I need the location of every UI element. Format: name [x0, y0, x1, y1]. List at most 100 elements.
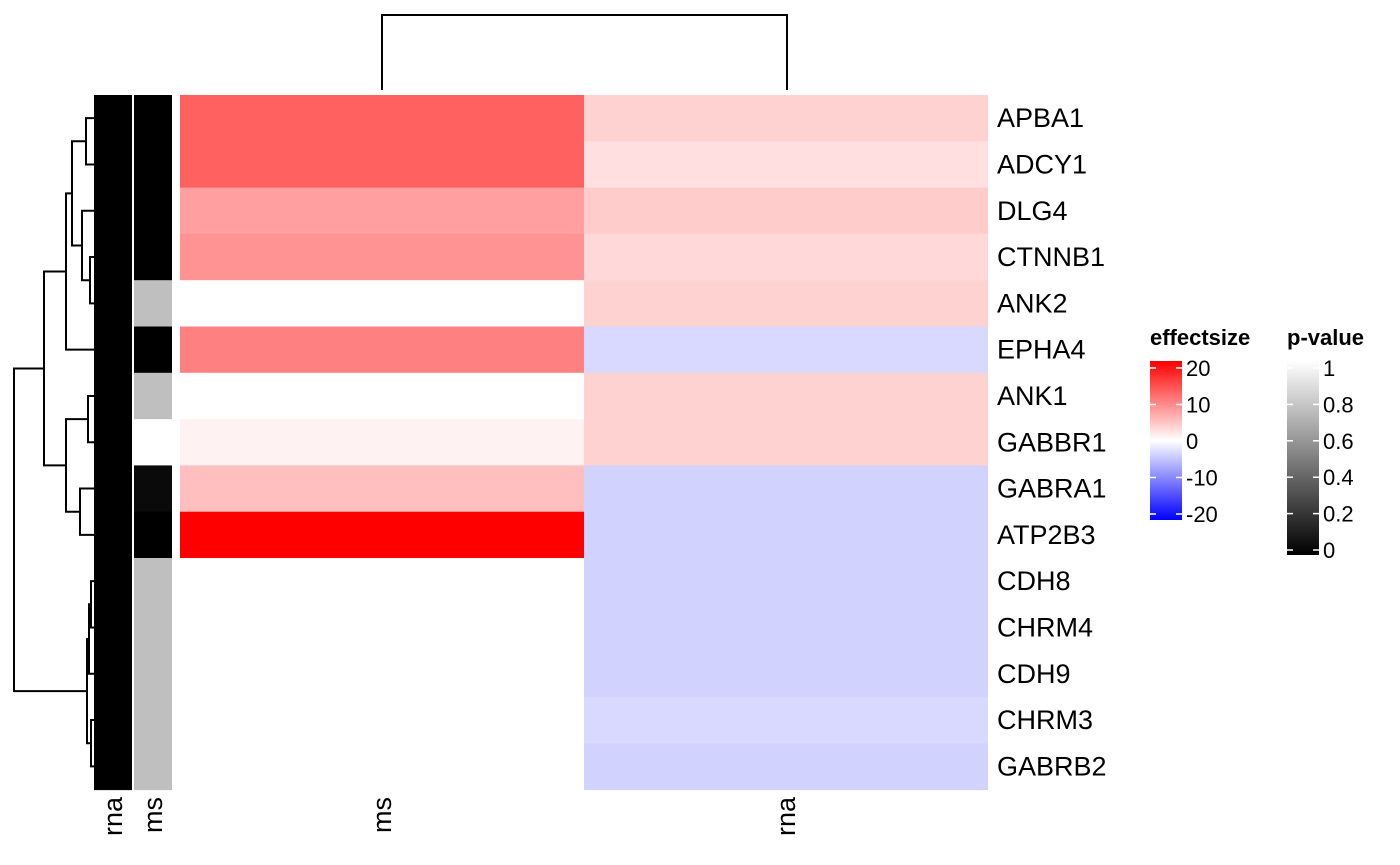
heatmap-cell-ctnnb1-ms — [180, 233, 584, 281]
heatmap-cell-gabbr1-rna — [584, 419, 988, 466]
annotation-cell-apba1-ms — [134, 95, 172, 142]
heatmap-cell-ank2-rna — [584, 280, 988, 328]
annotation-cell-atp2b3-ms — [134, 511, 172, 559]
heatmap-cell-apba1-ms — [180, 95, 584, 142]
column-dendrogram-branch — [381, 14, 788, 90]
effectsize-legend-tick-label: 10 — [1186, 393, 1210, 418]
annotation-cell-cdh8-rna — [94, 558, 132, 605]
annotation-cell-apba1-rna — [94, 95, 132, 142]
row-dendrogram-branch — [43, 270, 66, 467]
row-label-ank2: ANK2 — [997, 288, 1068, 318]
row-dendrogram-branch — [85, 117, 94, 166]
p-value-legend-tick-label: 0.6 — [1323, 429, 1354, 454]
p-value-legend-tick-label: 1 — [1323, 356, 1335, 381]
heatmap-cell-atp2b3-rna — [584, 511, 988, 559]
effectsize-legend-title: effectsize — [1150, 325, 1250, 350]
effectsize-legend: effectsize 20 10 0 -10 -20 — [1150, 325, 1250, 527]
row-label-dlg4: DLG4 — [997, 196, 1068, 226]
annotation-cell-atp2b3-rna — [94, 511, 132, 559]
row-annotation — [94, 95, 172, 791]
annotation-cell-cdh8-ms — [134, 558, 172, 605]
heatmap-cell-chrm4-rna — [584, 604, 988, 652]
annotation-cell-chrm3-rna — [94, 696, 132, 744]
annotation-cell-dlg4-rna — [94, 187, 132, 235]
annotation-cell-ank2-ms — [134, 280, 172, 328]
p-value-legend: p-value 1 0.8 0.6 0.4 0.2 0 — [1287, 325, 1364, 563]
annotation-cell-epha4-ms — [134, 326, 172, 374]
heatmap-body — [180, 95, 988, 791]
heatmap-cell-chrm4-ms — [180, 604, 584, 652]
row-label-ank1: ANK1 — [997, 381, 1068, 411]
p-value-legend-title: p-value — [1287, 325, 1364, 350]
annotation-cell-gabra1-rna — [94, 465, 132, 513]
heatmap-cell-cdh8-rna — [584, 558, 988, 605]
row-dendrogram-branch — [65, 418, 88, 513]
effectsize-legend-tick-label: -10 — [1186, 466, 1218, 491]
annotation-cell-gabra1-ms — [134, 465, 172, 513]
heatmap-cell-gabrb2-ms — [180, 743, 584, 791]
column-label-ms: ms — [367, 797, 397, 833]
annotation-cell-ctnnb1-rna — [94, 233, 132, 281]
effectsize-legend-tick-label: -20 — [1186, 502, 1218, 527]
annotation-cell-adcy1-rna — [94, 141, 132, 189]
p-value-legend-tick-label: 0 — [1323, 538, 1335, 563]
p-value-legend-tick-label: 0.8 — [1323, 392, 1354, 417]
annotation-cell-ank1-rna — [94, 372, 132, 420]
row-label-gabrb2: GABRB2 — [997, 751, 1107, 781]
annotation-cell-cdh9-rna — [94, 650, 132, 698]
annotation-cell-chrm4-ms — [134, 604, 172, 652]
annotation-cell-ank2-rna — [94, 280, 132, 328]
column-labels: rna ms ms rna — [98, 796, 801, 836]
heatmap-cell-adcy1-ms — [180, 141, 584, 189]
heatmap-cell-gabrb2-rna — [584, 743, 988, 791]
annotation-column-label-ms: ms — [138, 797, 168, 833]
heatmap-cell-gabra1-rna — [584, 465, 988, 513]
row-label-chrm3: CHRM3 — [997, 705, 1093, 735]
heatmap-cell-cdh9-rna — [584, 650, 988, 698]
row-label-ctnnb1: CTNNB1 — [997, 242, 1105, 272]
heatmap-cell-ank1-rna — [584, 372, 988, 420]
row-label-gabra1: GABRA1 — [997, 474, 1107, 504]
annotation-cell-gabrb2-ms — [134, 743, 172, 791]
p-value-colorbar — [1287, 361, 1319, 555]
heatmap-cell-adcy1-rna — [584, 141, 988, 189]
annotation-cell-gabbr1-rna — [94, 419, 132, 466]
row-dendrogram-branch — [89, 256, 94, 305]
row-dendrogram-branch — [87, 394, 94, 444]
heatmap-cell-ank2-ms — [180, 280, 584, 328]
annotation-column-label-rna: rna — [98, 796, 128, 836]
heatmap-cell-dlg4-ms — [180, 187, 584, 235]
p-value-legend-tick-label: 0.4 — [1323, 465, 1354, 490]
heatmap-cell-chrm3-rna — [584, 696, 988, 744]
row-label-apba1: APBA1 — [997, 103, 1084, 133]
row-label-cdh8: CDH8 — [997, 566, 1071, 596]
heatmap-cell-atp2b3-ms — [180, 511, 584, 559]
annotation-cell-ank1-ms — [134, 372, 172, 420]
annotation-cell-gabbr1-ms — [134, 419, 172, 466]
heatmap-cell-ctnnb1-rna — [584, 233, 988, 281]
row-dendrogram — [13, 117, 94, 768]
row-label-chrm4: CHRM4 — [997, 612, 1093, 642]
heatmap-cell-ank1-ms — [180, 372, 584, 420]
heatmap-cell-cdh8-ms — [180, 558, 584, 605]
row-dendrogram-branch — [90, 719, 94, 768]
heatmap-cell-apba1-rna — [584, 95, 988, 142]
heatmap-cell-epha4-ms — [180, 326, 584, 374]
row-dendrogram-branch — [79, 487, 94, 536]
annotation-cell-dlg4-ms — [134, 187, 172, 235]
heatmap-cell-chrm3-ms — [180, 696, 584, 744]
annotation-cell-chrm4-rna — [94, 604, 132, 652]
annotation-cell-cdh9-ms — [134, 650, 172, 698]
effectsize-legend-tick-label: 0 — [1186, 429, 1198, 454]
row-label-atp2b3: ATP2B3 — [997, 520, 1096, 550]
column-dendrogram — [381, 14, 788, 90]
heatmap-cell-gabra1-ms — [180, 465, 584, 513]
heatmap-cell-cdh9-ms — [180, 650, 584, 698]
row-label-gabbr1: GABBR1 — [997, 427, 1107, 457]
row-label-cdh9: CDH9 — [997, 659, 1071, 689]
column-label-rna: rna — [771, 796, 801, 836]
heatmap-cell-epha4-rna — [584, 326, 988, 374]
annotation-cell-chrm3-ms — [134, 696, 172, 744]
row-labels: APBA1 ADCY1 DLG4 CTNNB1 ANK2 EPHA4 ANK1 GABBR1 G… — [997, 103, 1107, 781]
